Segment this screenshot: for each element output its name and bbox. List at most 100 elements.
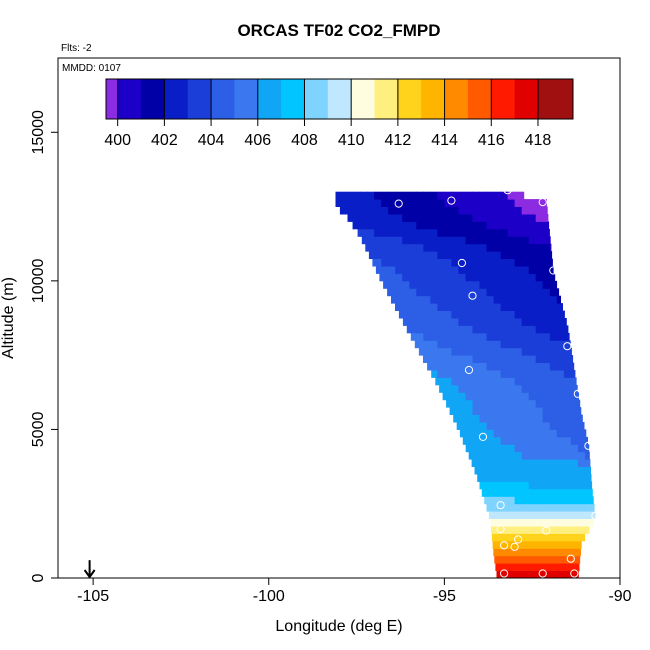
heatmap-cell (465, 295, 473, 304)
heatmap-cell (542, 295, 551, 304)
heatmap-cell (500, 318, 509, 326)
heatmap-cell (479, 392, 487, 401)
heatmap-cell (556, 466, 565, 475)
heatmap-cell (472, 332, 480, 341)
heatmap-cell (507, 377, 516, 386)
heatmap-cell (395, 206, 403, 215)
heatmap-cell (535, 258, 544, 267)
heatmap-cell (458, 303, 466, 311)
heatmap-cell (493, 444, 502, 453)
heatmap-cell (493, 370, 502, 378)
heatmap-cell (521, 414, 530, 423)
colorbar-tick-label: 414 (431, 132, 458, 149)
heatmap-cell (472, 280, 480, 289)
heatmap-cell (465, 399, 473, 408)
heatmap-cell (451, 370, 459, 378)
heatmap-cell (549, 533, 558, 542)
heatmap-cell (444, 303, 452, 311)
heatmap-cell (402, 199, 410, 207)
heatmap-cell (444, 236, 452, 245)
heatmap-cell (542, 399, 551, 408)
heatmap-cell (549, 370, 558, 378)
heatmap-cell (528, 199, 537, 207)
heatmap-cell (556, 407, 565, 415)
heatmap-cell (542, 355, 551, 363)
heatmap-cell (479, 340, 487, 349)
heatmap-cell (521, 570, 530, 579)
heatmap-cell (563, 496, 572, 505)
heatmap-cell (409, 199, 417, 207)
heatmap-cell (493, 518, 501, 527)
heatmap-cell (388, 199, 396, 207)
heatmap-cell (402, 295, 410, 304)
heatmap-cell (458, 243, 466, 252)
heatmap-cell (549, 444, 558, 453)
heatmap-cell (514, 251, 523, 259)
heatmap-cell (549, 459, 558, 467)
heatmap-cell (465, 422, 473, 430)
heatmap-cell (437, 251, 445, 259)
heatmap-cell (458, 206, 466, 215)
heatmap-cell (514, 273, 523, 282)
heatmap-cell (402, 243, 410, 252)
heatmap-cell (409, 236, 417, 245)
heatmap-cell (437, 377, 445, 386)
heatmap-cell (500, 384, 509, 393)
heatmap-cell (563, 481, 572, 490)
heatmap-cell (514, 325, 523, 334)
heatmap-cell (563, 377, 572, 386)
heatmap-cell (528, 563, 537, 571)
heatmap-cell (465, 214, 473, 222)
colorbar-tick-label: 418 (525, 132, 552, 149)
heatmap-cell (486, 466, 494, 475)
y-tick-label: 5000 (30, 412, 47, 448)
heatmap-cell (423, 273, 431, 282)
heatmap-cell (402, 258, 410, 267)
heatmap-cell (500, 355, 509, 363)
heatmap-cell (549, 355, 558, 363)
heatmap-cell (521, 370, 530, 378)
heatmap-cell (521, 347, 530, 356)
heatmap-cell (577, 540, 582, 549)
heatmap-cell (514, 206, 523, 215)
heatmap-cell (439, 384, 445, 393)
heatmap-cell (494, 555, 502, 564)
heatmap-cell (577, 444, 586, 453)
heatmap-cell (535, 236, 544, 245)
heatmap-cell (514, 570, 523, 579)
heatmap-cell (521, 303, 530, 311)
heatmap-cell (521, 392, 530, 401)
heatmap-cell (507, 570, 516, 579)
heatmap-cell (556, 511, 565, 519)
heatmap-cell (549, 422, 558, 430)
heatmap-cell (542, 370, 551, 378)
heatmap-cell (430, 214, 438, 222)
sample-point (566, 554, 575, 563)
heatmap-cell (556, 518, 565, 527)
heatmap-cell (563, 332, 570, 341)
heatmap-cell (493, 384, 502, 393)
heatmap-cell (335, 191, 340, 200)
heatmap-cell (486, 214, 494, 222)
heatmap-cell (458, 355, 466, 363)
heatmap-cell (472, 384, 480, 393)
heatmap-cell (472, 399, 480, 408)
heatmap-cell (367, 228, 375, 237)
heatmap-cell (549, 266, 554, 274)
heatmap-cell (409, 228, 417, 237)
heatmap-cell (507, 399, 516, 408)
heatmap-cell (570, 384, 578, 393)
heatmap-cell (430, 318, 438, 326)
heatmap-cell (486, 377, 494, 386)
heatmap-cell (495, 563, 502, 571)
heatmap-cell (528, 511, 537, 519)
heatmap-cell (437, 273, 445, 282)
heatmap-cell (479, 384, 487, 393)
heatmap-cell (430, 340, 438, 349)
heatmap-cell (437, 228, 445, 237)
heatmap-cell (577, 533, 585, 542)
heatmap-cell (492, 540, 495, 549)
heatmap-cell (479, 251, 487, 259)
heatmap-cell (521, 355, 530, 363)
heatmap-cell (500, 228, 509, 237)
